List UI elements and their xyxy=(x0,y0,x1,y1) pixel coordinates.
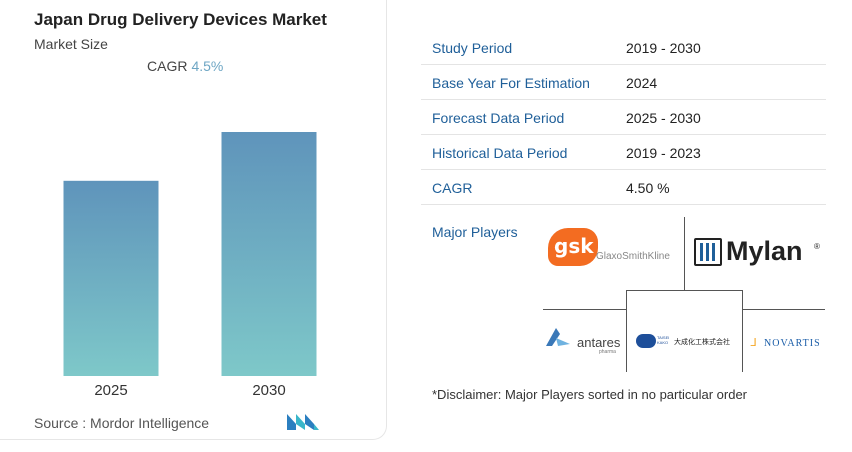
antares-name: antares xyxy=(577,335,621,350)
study-row: Forecast Data Period 2025 - 2030 xyxy=(421,100,826,135)
gsk-mark xyxy=(548,228,598,266)
x-tick-label: 2025 xyxy=(94,382,127,399)
study-row-key: Study Period xyxy=(432,40,513,56)
antares-logo: antares pharma xyxy=(546,326,622,358)
taisei-kako-name: 大成化工株式会社 xyxy=(674,338,730,346)
mylan-registered: ® xyxy=(814,242,820,251)
study-row-value: 2024 xyxy=(626,75,658,91)
study-row-key: Base Year For Estimation xyxy=(432,75,590,91)
study-row: Study Period 2019 - 2030 xyxy=(421,30,826,65)
antares-sub: pharma xyxy=(599,349,616,355)
source-text: Source : Mordor Intelligence xyxy=(34,415,210,431)
taisei-kako-mark xyxy=(636,334,656,348)
cagr-value: 4.5% xyxy=(191,58,224,74)
gsk-logo: gsk GlaxoSmithKline xyxy=(548,228,678,272)
players-divider-mid-left xyxy=(543,309,626,310)
study-row-key: CAGR xyxy=(432,180,473,196)
study-row: Base Year For Estimation 2024 xyxy=(421,65,826,100)
players-divider-horizontal-top xyxy=(626,290,742,291)
study-row-key: Forecast Data Period xyxy=(432,110,565,126)
bar-2025 xyxy=(63,180,159,376)
cagr-label-text: CAGR xyxy=(147,58,188,74)
mordor-logo-icon xyxy=(287,414,319,430)
novartis-flame-icon: ᒧ xyxy=(750,337,757,349)
players-divider-mid-right xyxy=(742,309,825,310)
disclaimer: *Disclaimer: Major Players sorted in no … xyxy=(432,387,748,402)
mylan-name: Mylan xyxy=(726,236,803,266)
players-divider-vertical-top xyxy=(684,217,685,290)
study-row-value: 2025 - 2030 xyxy=(626,110,701,126)
study-row-value: 2019 - 2030 xyxy=(626,40,701,56)
study-row-value: 2019 - 2023 xyxy=(626,145,701,161)
players-divider-right xyxy=(742,290,743,372)
x-tick-label: 2030 xyxy=(252,382,285,399)
study-row-key: Historical Data Period xyxy=(432,145,568,161)
study-table: Study Period 2019 - 2030 Base Year For Est… xyxy=(421,30,826,205)
study-row: CAGR 4.50 % xyxy=(421,170,826,205)
cagr-label: CAGR 4.5% xyxy=(147,58,223,74)
novartis-logo: ᒧ NOVARTIS xyxy=(750,336,824,352)
major-players-label: Major Players xyxy=(432,224,518,240)
players-divider-left xyxy=(626,290,627,372)
chart-subtitle: Market Size xyxy=(34,36,108,52)
taisei-kako-mark-text: TAISEI KAKO xyxy=(657,335,670,345)
study-row-value: 4.50 % xyxy=(626,180,670,196)
gsk-mark-text: gsk xyxy=(554,234,594,258)
chart-title: Japan Drug Delivery Devices Market xyxy=(34,10,327,29)
taisei-kako-logo: TAISEI KAKO 大成化工株式会社 xyxy=(636,334,736,350)
bar-2030 xyxy=(221,132,317,376)
mylan-logo: Mylan ® xyxy=(694,236,824,270)
bar-chart: 2025 2030 xyxy=(63,132,317,399)
study-row: Historical Data Period 2019 - 2023 xyxy=(421,135,826,170)
mylan-icon xyxy=(694,238,722,266)
novartis-name: NOVARTIS xyxy=(764,338,821,349)
antares-icon xyxy=(546,328,570,346)
gsk-name: GlaxoSmithKline xyxy=(596,251,670,262)
